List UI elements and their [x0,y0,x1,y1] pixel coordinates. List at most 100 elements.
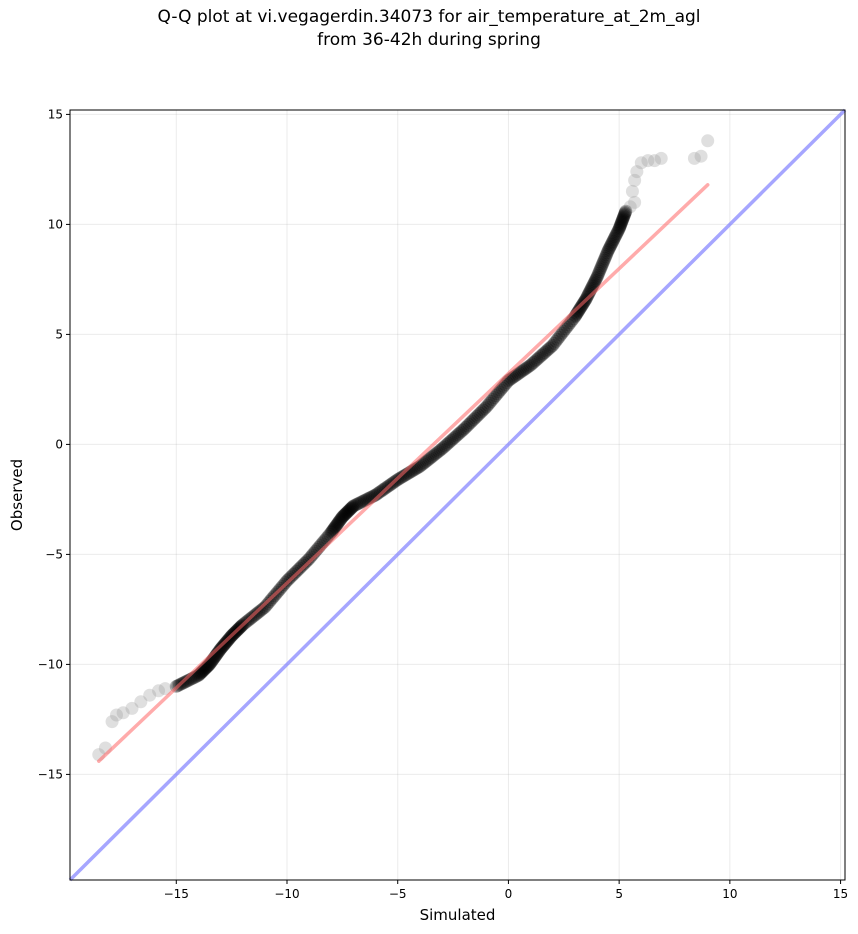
qq-point [467,413,481,427]
qq-point [427,448,441,462]
qq-point [588,273,602,287]
y-tick-label: −15 [38,767,63,781]
qq-point [346,500,360,514]
qq-point [531,351,545,365]
y-tick-label: 0 [55,437,63,451]
qq-point [449,429,463,443]
x-tick-label: 0 [505,887,513,901]
tail-point [634,156,648,170]
tail-point [628,173,642,187]
qq-point [339,506,353,520]
qq-point [430,446,444,460]
qq-point [471,408,485,422]
qq-point [489,389,503,403]
qq-point [479,400,493,414]
qq-point [294,560,308,574]
qq-point [557,324,571,338]
qq-point [452,426,466,440]
qq-point [572,304,586,318]
qq-point [460,419,474,433]
qq-point [414,458,428,472]
qq-point [331,516,345,529]
qq-point [334,512,348,526]
qq-point [346,499,360,513]
qq-point [513,366,526,380]
qq-point [373,485,387,499]
tail-point [641,154,655,168]
qq-point [603,239,617,253]
qq-point [597,253,611,267]
qq-point [437,440,451,454]
qq-point [615,216,629,230]
y-tick-label: 15 [48,107,63,121]
tail-point [630,165,644,179]
qq-point [589,272,603,286]
qq-point [611,223,625,237]
qq-point [616,210,630,224]
qq-point [343,502,357,516]
qq-point [339,507,353,521]
qq-point [476,403,490,417]
qq-point [554,328,568,342]
qq-point [494,383,508,397]
y-tick-label: −5 [45,547,63,561]
qq-point [541,343,555,357]
qq-point [289,564,303,578]
qq-point [325,524,339,538]
qq-point [358,494,371,507]
qq-point [338,508,352,522]
qq-point [299,555,313,569]
qq-point [446,432,460,446]
qq-point [288,566,302,580]
qq-point [596,255,610,269]
tail-point [110,708,123,722]
qq-point [344,501,358,515]
qq-point [293,561,307,575]
qq-point [618,207,632,221]
qq-point [214,642,228,656]
qq-point [594,261,608,275]
qq-point [351,497,365,511]
qq-point [599,248,613,262]
qq-point [424,451,438,465]
tail-point [654,151,668,165]
tail-point [158,682,172,696]
qq-point [475,405,489,419]
qq-point [179,675,193,689]
qq-point [604,238,618,252]
tail-point [628,195,642,209]
qq-point [588,275,602,289]
qq-point [353,496,367,510]
qq-point [328,520,342,534]
qq-point [435,442,449,456]
qq-point [601,244,615,258]
qq-point [599,249,613,263]
qq-point [614,217,628,231]
qq-point [619,204,633,218]
qq-point [335,510,349,524]
qq-point [591,268,605,282]
qq-point [600,246,614,260]
qq-point [530,353,544,367]
qq-point [581,287,595,301]
qq-point [593,263,607,277]
qq-point [522,359,536,373]
qq-point [606,234,620,248]
qq-point [448,430,462,444]
qq-point [301,553,315,567]
reference-lines [68,108,847,882]
qq-point [605,236,619,250]
qq-point [539,344,553,358]
qq-point [422,452,436,466]
qq-point [473,406,487,420]
qq-point [256,601,270,615]
qq-point [607,231,621,245]
qq-point [350,497,364,511]
qq-point [595,259,609,273]
qq-point [603,241,617,255]
qq-point [459,420,473,434]
qq-point [354,495,368,509]
qq-point [516,364,530,378]
qq-point [610,227,624,241]
qq-point [536,347,550,361]
